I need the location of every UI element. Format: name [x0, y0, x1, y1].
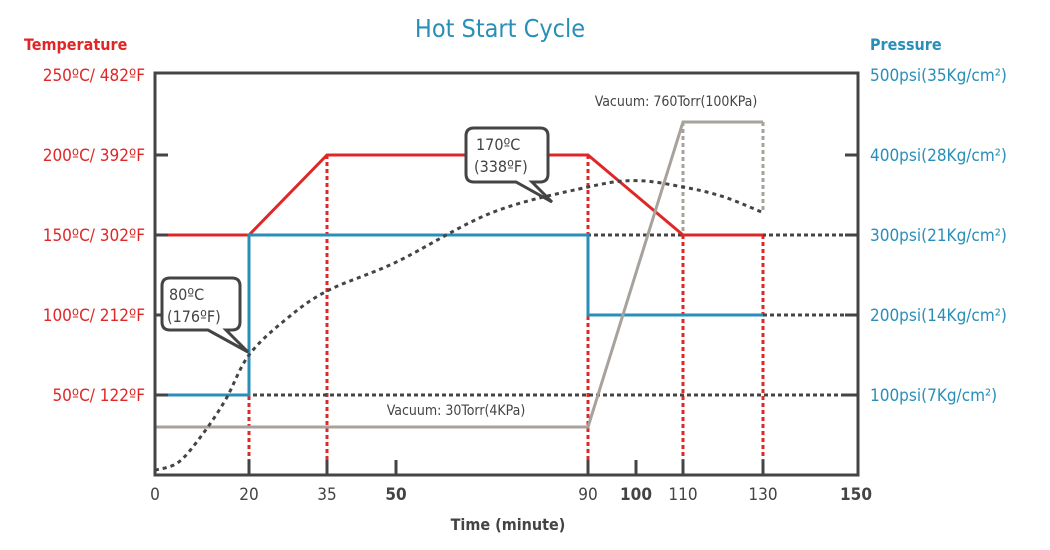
vacuum-30-label: Vacuum: 30Torr(4KPa)	[387, 403, 526, 419]
x-tick-label: 35	[317, 485, 336, 505]
series-temperature	[155, 153, 763, 237]
left-tick-label: 200ºC/ 392ºF	[43, 146, 145, 166]
plot-frame	[153, 71, 860, 477]
callout-170c-line2: (338ºF)	[474, 157, 528, 176]
callout-170c: 170ºC (338ºF)	[464, 126, 554, 204]
left-tick-label: 50ºC/ 122ºF	[52, 386, 145, 406]
right-tick-label: 200psi(14Kg/cm²)	[870, 306, 1007, 326]
left-axis-label: Temperature	[24, 35, 128, 54]
x-tick-label: 50	[385, 485, 406, 505]
right-tick-label: 100psi(7Kg/cm²)	[870, 386, 997, 406]
vacuum-760-label: Vacuum: 760Torr(100KPa)	[595, 94, 758, 110]
right-tick-label: 500psi(35Kg/cm²)	[870, 66, 1007, 86]
callout-80c-line1: 80ºC	[169, 285, 204, 304]
x-tick-label: 110	[668, 485, 697, 505]
callout-80c: 80ºC (176ºF)	[160, 276, 250, 354]
x-tick-label: 130	[748, 485, 777, 505]
series-pressure	[155, 233, 763, 397]
callout-80c-line2: (176ºF)	[167, 307, 221, 326]
x-tick-label: 20	[239, 485, 258, 505]
left-tick-label: 100ºC/ 212ºF	[43, 306, 145, 326]
right-axis-label: Pressure	[870, 35, 942, 54]
chart-title: Hot Start Cycle	[415, 14, 585, 43]
x-tick-label: 90	[578, 485, 597, 505]
x-tick-label: 150	[840, 485, 872, 505]
series-product_temperature	[154, 179, 764, 472]
left-tick-label: 250ºC/ 482ºF	[43, 66, 145, 86]
callout-170c-line1: 170ºC	[476, 135, 520, 154]
x-tick-label: 100	[620, 485, 652, 505]
right-tick-label: 300psi(21Kg/cm²)	[870, 226, 1007, 246]
left-tick-label: 150ºC/ 302ºF	[43, 226, 145, 246]
right-tick-label: 400psi(28Kg/cm²)	[870, 146, 1007, 166]
x-tick-label: 0	[150, 485, 160, 505]
series-vacuum	[155, 120, 763, 429]
x-axis-label: Time (minute)	[451, 515, 566, 534]
